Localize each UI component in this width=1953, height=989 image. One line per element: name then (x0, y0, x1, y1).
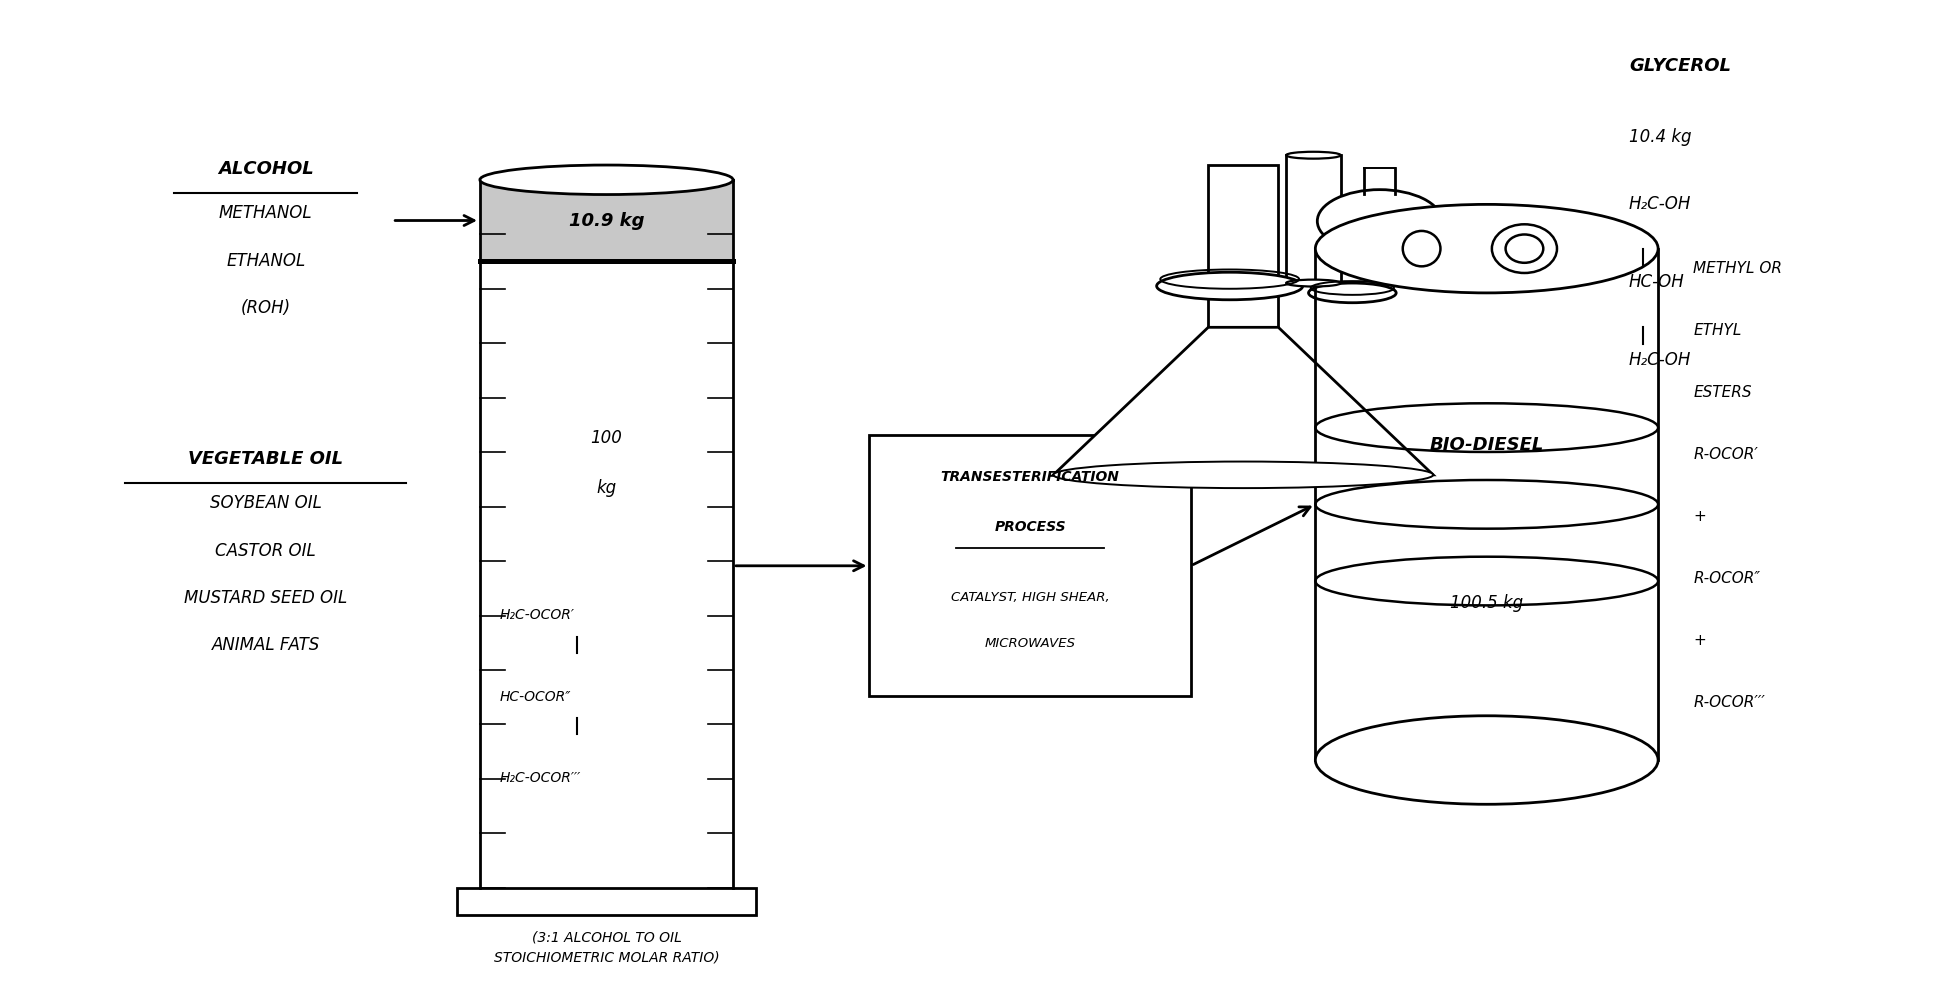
Text: R-OCOR′′′: R-OCOR′′′ (1693, 694, 1766, 709)
Text: HC-OCOR″: HC-OCOR″ (500, 689, 570, 704)
Text: 100.5 kg: 100.5 kg (1451, 593, 1523, 611)
Ellipse shape (1316, 716, 1658, 804)
Bar (1316, 248, 1658, 760)
Text: H₂C-OCOR′: H₂C-OCOR′ (500, 608, 574, 622)
Text: H₂C-OH: H₂C-OH (1629, 351, 1691, 369)
Text: (3:1 ALCOHOL TO OIL
STOICHIOMETRIC MOLAR RATIO): (3:1 ALCOHOL TO OIL STOICHIOMETRIC MOLAR… (494, 931, 719, 964)
Ellipse shape (1492, 225, 1557, 273)
Text: R-OCOR′: R-OCOR′ (1693, 447, 1758, 462)
Text: VEGETABLE OIL: VEGETABLE OIL (187, 450, 344, 468)
Bar (480, 180, 732, 888)
Ellipse shape (1316, 205, 1658, 293)
Text: ANIMAL FATS: ANIMAL FATS (211, 636, 320, 654)
Bar (1209, 165, 1279, 327)
Text: ESTERS: ESTERS (1693, 385, 1752, 400)
Text: (ROH): (ROH) (240, 299, 291, 316)
Text: 10.9 kg: 10.9 kg (568, 212, 644, 229)
Ellipse shape (480, 165, 732, 195)
Circle shape (1318, 190, 1441, 252)
Polygon shape (1053, 327, 1434, 475)
Bar (1287, 155, 1340, 283)
Text: H₂C-OH: H₂C-OH (1629, 195, 1691, 213)
Ellipse shape (1156, 272, 1303, 300)
Text: 10.4 kg: 10.4 kg (1629, 128, 1691, 145)
Text: ETHANOL: ETHANOL (227, 251, 305, 270)
Text: CASTOR OIL: CASTOR OIL (215, 542, 316, 560)
Text: SOYBEAN OIL: SOYBEAN OIL (209, 494, 322, 512)
Text: BIO-DIESEL: BIO-DIESEL (1430, 436, 1545, 454)
Ellipse shape (1053, 462, 1434, 489)
Text: +: + (1693, 508, 1705, 523)
Text: METHANOL: METHANOL (219, 205, 312, 223)
Bar (457, 888, 756, 916)
Text: HC-OH: HC-OH (1629, 273, 1685, 291)
Text: H₂C-OCOR′′′: H₂C-OCOR′′′ (500, 771, 580, 785)
Text: +: + (1693, 633, 1705, 648)
Ellipse shape (1402, 231, 1441, 266)
Text: ETHYL: ETHYL (1693, 322, 1742, 338)
Ellipse shape (1309, 283, 1396, 303)
Bar (869, 435, 1191, 696)
Text: CATALYST, HIGH SHEAR,: CATALYST, HIGH SHEAR, (951, 590, 1109, 603)
Ellipse shape (1506, 234, 1543, 263)
Text: kg: kg (596, 479, 617, 496)
Text: PROCESS: PROCESS (994, 519, 1066, 534)
Text: ALCOHOL: ALCOHOL (219, 160, 314, 178)
Text: 100: 100 (590, 429, 623, 447)
Text: MUSTARD SEED OIL: MUSTARD SEED OIL (184, 588, 348, 607)
Ellipse shape (1287, 151, 1340, 158)
Text: GLYCEROL: GLYCEROL (1629, 56, 1730, 75)
Text: TRANSESTERIFICATION: TRANSESTERIFICATION (941, 470, 1119, 485)
Bar (480, 180, 732, 261)
Text: METHYL OR: METHYL OR (1693, 261, 1783, 276)
Ellipse shape (1287, 280, 1340, 287)
Text: MICROWAVES: MICROWAVES (984, 638, 1076, 651)
Text: R-OCOR″: R-OCOR″ (1693, 571, 1760, 585)
